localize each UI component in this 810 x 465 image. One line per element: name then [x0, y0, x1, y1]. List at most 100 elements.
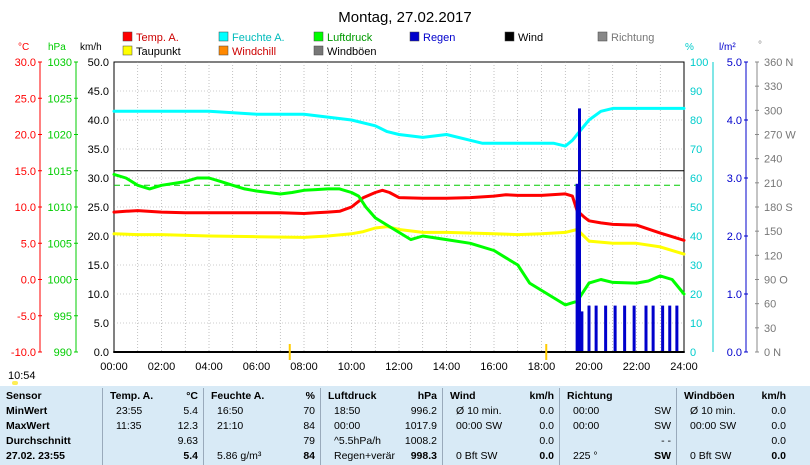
temp-tick: 5.0: [21, 238, 36, 250]
series-line-feuchte-a: [112, 106, 686, 148]
x-tick: 00:00: [100, 361, 128, 373]
stats-column-divider: [320, 388, 321, 465]
rain-bar: [580, 311, 584, 352]
direction-tick: 0 N: [764, 347, 781, 359]
stats-cell-value: 0.0: [539, 420, 554, 432]
stats-row-label: 27.02. 23:55: [6, 450, 65, 462]
stats-cell-value: 0.0: [771, 435, 786, 447]
rain-bar: [613, 305, 617, 352]
statistics-table: Sensor MinWert MaxWert Durchschnitt 27.02. 2…: [0, 386, 810, 465]
temp-tick: 0.0: [21, 275, 36, 287]
stats-cell-value: - -: [661, 435, 671, 447]
stats-column-divider: [203, 388, 204, 465]
legend-label: Richtung: [611, 32, 654, 44]
stats-cell-time: Ø 10 min.: [690, 405, 736, 417]
humidity-tick: 100: [690, 57, 708, 69]
stats-cell-time: 00:00: [334, 420, 361, 432]
stats-cell-time: 00:00 SW: [456, 420, 503, 432]
stats-row-label: MaxWert: [6, 420, 50, 432]
direction-tick: 270 W: [764, 130, 796, 142]
stats-column-divider: [559, 388, 560, 465]
direction-unit: °: [758, 40, 762, 51]
stats-column-header: Wind: [450, 390, 476, 402]
rain-tick: 3.0: [727, 173, 742, 185]
series-line-temp-a: [112, 188, 686, 242]
direction-tick: 360 N: [764, 57, 793, 69]
stats-cell-time: 23:55: [116, 405, 143, 417]
legend-label: Feuchte A.: [232, 32, 285, 44]
x-tick: 16:00: [480, 361, 508, 373]
legend-swatch: [313, 45, 324, 56]
legend-swatch: [122, 31, 133, 42]
stats-cell-time: ^5.5hPa/h: [334, 435, 381, 447]
stats-cell-value: 0.0: [771, 450, 786, 462]
chart-title: Montag, 27.02.2017: [338, 9, 471, 26]
pressure-tick: 1030: [48, 57, 72, 69]
rain-bar: [675, 305, 679, 352]
humidity-unit: %: [685, 42, 694, 53]
rain-tick: 5.0: [727, 57, 742, 69]
stats-cell-time: 5.86 g/m³: [217, 450, 262, 462]
stats-cell-value: 5.4: [183, 405, 198, 417]
legend-label: Regen: [423, 32, 455, 44]
temp-tick: 10.0: [15, 202, 36, 214]
stats-column-header: Temp. A.: [110, 390, 154, 402]
direction-tick: 150: [764, 226, 782, 238]
temp-tick: -5.0: [17, 311, 36, 323]
wind-tick: 40.0: [88, 115, 109, 127]
stats-cell-value: 0.0: [539, 450, 554, 462]
direction-tick: 120: [764, 250, 782, 262]
temp-tick: 25.0: [15, 93, 36, 105]
x-tick: 18:00: [528, 361, 556, 373]
weather-chart: Montag, 27.02.2017 Temp. A. Feuchte A. Luft…: [11, 9, 796, 373]
humidity-tick: 30: [690, 260, 702, 272]
pressure-tick: 995: [54, 311, 72, 323]
rain-bar: [623, 305, 627, 352]
humidity-tick: 40: [690, 231, 702, 243]
humidity-tick: 20: [690, 289, 702, 301]
stats-cell-time: 00:00: [573, 405, 600, 417]
sunrise-marker: [288, 344, 291, 360]
stats-column-divider: [442, 388, 443, 465]
x-tick: 08:00: [290, 361, 318, 373]
stats-column-unit: km/h: [529, 390, 554, 402]
pressure-unit: hPa: [48, 42, 66, 53]
pressure-tick: 1005: [48, 238, 72, 250]
stats-cell-value: 84: [303, 420, 315, 432]
direction-tick: 330: [764, 81, 782, 93]
direction-tick: 210: [764, 178, 782, 190]
direction-tick: 300: [764, 105, 782, 117]
x-tick: 12:00: [385, 361, 413, 373]
stats-row-label: Sensor: [6, 390, 42, 402]
wind-tick: 20.0: [88, 231, 109, 243]
temp-tick: 30.0: [15, 57, 36, 69]
wind-tick: 25.0: [88, 202, 109, 214]
stats-cell-time: 0 Bft SW: [456, 450, 498, 462]
humidity-tick: 0: [690, 347, 696, 359]
temp-tick: 15.0: [15, 166, 36, 178]
stats-cell-value: 84: [303, 450, 315, 462]
rain-bar: [632, 305, 636, 352]
rain-tick: 4.0: [727, 115, 742, 127]
stats-cell-time: 0 Bft SW: [690, 450, 732, 462]
legend-swatch: [122, 45, 133, 56]
stats-cell-value: SW: [654, 420, 671, 432]
stats-column-unit: km/h: [761, 390, 786, 402]
rain-bar: [578, 108, 581, 353]
stats-cell-value: 1017.9: [404, 420, 437, 432]
stats-cell-time: Regen+verär: [334, 450, 395, 462]
wind-tick: 50.0: [88, 57, 109, 69]
series-line-luftdruck: [112, 172, 686, 307]
stats-cell-value: 0.0: [539, 405, 554, 417]
stats-cell-time: 00:00 SW: [690, 420, 737, 432]
stats-column-divider: [676, 388, 677, 465]
wind-tick: 30.0: [88, 173, 109, 185]
stats-cell-value: 5.4: [183, 450, 198, 462]
x-tick: 14:00: [433, 361, 461, 373]
humidity-tick: 10: [690, 318, 702, 330]
temp-tick: 20.0: [15, 130, 36, 142]
rain-unit: l/m²: [719, 42, 736, 53]
rain-bar: [575, 183, 579, 352]
stats-row-label: MinWert: [6, 405, 48, 417]
x-tick: 06:00: [243, 361, 271, 373]
